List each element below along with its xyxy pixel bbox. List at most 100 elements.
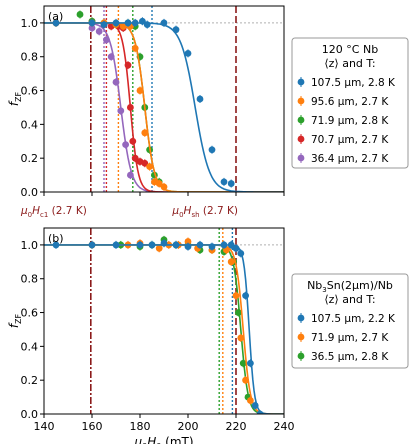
data-point bbox=[88, 19, 96, 27]
reference-label-0: μ0Hc1 (2.7 K) bbox=[20, 205, 87, 219]
data-point bbox=[172, 241, 180, 249]
data-point bbox=[131, 19, 139, 27]
legend-entry: 71.9 μm, 2.8 K bbox=[311, 115, 389, 127]
x-tick-label: 220 bbox=[226, 420, 247, 433]
data-point bbox=[131, 154, 139, 162]
data-point bbox=[196, 95, 204, 103]
data-point bbox=[155, 244, 163, 252]
legend-marker bbox=[297, 314, 305, 322]
data-point bbox=[136, 241, 144, 249]
fit-curve bbox=[44, 22, 284, 192]
y-tick-label: 0.8 bbox=[21, 51, 39, 64]
data-point bbox=[146, 163, 154, 171]
data-point bbox=[139, 17, 146, 25]
legend-marker bbox=[297, 135, 305, 143]
legend-entry: 95.6 μm, 2.7 K bbox=[311, 96, 389, 108]
data-point bbox=[242, 376, 250, 384]
series-4 bbox=[44, 18, 284, 192]
data-point bbox=[242, 292, 250, 300]
data-point bbox=[184, 238, 192, 245]
data-point bbox=[220, 178, 228, 186]
data-point bbox=[126, 104, 134, 111]
data-point bbox=[160, 19, 168, 27]
y-axis-label: fZF bbox=[7, 313, 23, 328]
legend-entry: 107.5 μm, 2.2 K bbox=[311, 313, 396, 325]
data-point bbox=[88, 24, 96, 32]
legend-title: Nb3Sn(2μm)/Nb bbox=[307, 279, 393, 294]
y-tick-label: 1.0 bbox=[21, 239, 39, 252]
data-point bbox=[136, 87, 144, 94]
chart-panel-a: 0.0 0.2 0.4 0.6 0.8 1.0 (a) fZF μ0Hc1 (2.7 K) μ0H… bbox=[7, 5, 409, 219]
data-point bbox=[237, 334, 245, 342]
data-point bbox=[247, 397, 254, 404]
legend-entry: 36.4 μm, 2.7 K bbox=[311, 153, 389, 165]
data-point bbox=[76, 11, 84, 18]
legend: 120 °C Nb⟨z⟩ and T: 107.5 μm, 2.8 K 95.6 μ… bbox=[291, 37, 409, 169]
fit-curve bbox=[44, 22, 284, 192]
data-point bbox=[223, 246, 230, 254]
series-0 bbox=[44, 239, 284, 414]
legend-subtitle: ⟨z⟩ and T: bbox=[324, 293, 375, 306]
data-point bbox=[256, 410, 264, 414]
data-point bbox=[247, 359, 254, 367]
x-axis-label: μ0H0 (mT) bbox=[133, 435, 193, 444]
data-point bbox=[160, 239, 168, 247]
legend-title: 120 °C Nb bbox=[322, 43, 378, 56]
data-point bbox=[52, 241, 60, 249]
data-point bbox=[172, 26, 180, 34]
data-point bbox=[143, 21, 151, 28]
legend-marker bbox=[297, 78, 305, 86]
legend-marker bbox=[297, 116, 305, 124]
chart-panel-b: 0.0 0.2 0.4 0.6 0.8 1.0 140 160 180 200 220 240 (b) f… bbox=[7, 227, 409, 444]
fit-curve bbox=[44, 22, 284, 192]
data-point bbox=[184, 243, 192, 251]
legend: Nb3Sn(2μm)/Nb⟨z⟩ and T: 107.5 μm, 2.2 K 71… bbox=[291, 273, 409, 369]
legend-box bbox=[291, 37, 409, 169]
y-tick-label: 1.0 bbox=[21, 17, 39, 30]
data-point bbox=[112, 19, 120, 27]
y-tick-label: 0.0 bbox=[21, 186, 39, 199]
data-point bbox=[107, 53, 115, 61]
panel-label: (a) bbox=[48, 10, 63, 23]
data-point bbox=[220, 241, 228, 249]
x-tick-label: 180 bbox=[130, 420, 151, 433]
data-point bbox=[124, 61, 132, 69]
y-tick-label: 0.0 bbox=[21, 408, 39, 421]
fit-curve bbox=[44, 22, 284, 192]
series-2 bbox=[44, 10, 284, 192]
data-point bbox=[184, 49, 192, 57]
y-tick-label: 0.2 bbox=[21, 152, 39, 165]
data-point bbox=[141, 129, 149, 137]
data-point bbox=[208, 243, 216, 251]
y-tick-label: 0.6 bbox=[21, 307, 39, 320]
series-1 bbox=[44, 237, 284, 414]
data-point bbox=[251, 402, 259, 409]
data-point bbox=[232, 292, 240, 300]
data-point bbox=[227, 258, 235, 266]
legend-subtitle: ⟨z⟩ and T: bbox=[324, 57, 375, 70]
data-point bbox=[119, 22, 127, 30]
data-point bbox=[112, 78, 120, 86]
y-axis-label: fZF bbox=[7, 91, 23, 106]
series-0 bbox=[44, 17, 284, 192]
data-point bbox=[95, 27, 103, 35]
fit-curve bbox=[44, 22, 284, 192]
data-point bbox=[112, 241, 120, 249]
x-tick-label: 140 bbox=[34, 420, 55, 433]
legend-marker bbox=[297, 154, 305, 162]
legend-marker bbox=[297, 97, 305, 105]
data-point bbox=[100, 21, 108, 28]
legend-entry: 71.9 μm, 2.7 K bbox=[311, 332, 389, 344]
data-point bbox=[196, 241, 204, 249]
legend-entry: 36.5 μm, 2.8 K bbox=[311, 351, 389, 363]
data-point bbox=[227, 180, 235, 187]
y-tick-label: 0.4 bbox=[21, 340, 39, 353]
series-3 bbox=[44, 17, 284, 192]
series-2 bbox=[44, 235, 284, 414]
legend-entry: 107.5 μm, 2.8 K bbox=[311, 77, 396, 89]
y-tick-label: 0.2 bbox=[21, 374, 39, 387]
data-point bbox=[117, 107, 125, 115]
y-tick-label: 0.8 bbox=[21, 273, 39, 286]
data-point bbox=[122, 141, 129, 149]
